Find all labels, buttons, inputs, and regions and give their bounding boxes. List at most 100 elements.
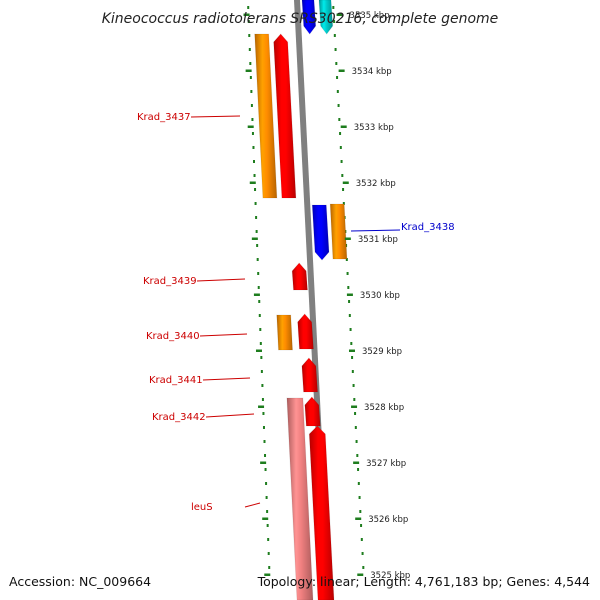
cds-arrow-krad3438[interactable] [311,204,330,261]
cds-arrow-top-reverse[interactable] [301,0,317,35]
tick-dot-left [259,328,262,331]
gene-label-krad3439[interactable]: Krad_3439 [143,276,197,287]
gene-label-leus[interactable]: leuS [191,502,213,513]
tick-dot-right [333,34,336,37]
tick-dot-left [248,34,251,37]
scale-tick-label: 3532 kbp [356,179,396,189]
major-tick-left [255,349,262,352]
major-tick-right [351,405,358,408]
tick-dot-left [266,510,269,513]
scale-tick-label: 3526 kbp [368,515,408,525]
tick-dot-right [361,552,364,555]
rna-block-leus[interactable] [286,397,314,600]
tick-dot-right [339,132,342,135]
major-tick-left [243,13,250,16]
tick-dot-left [249,62,252,65]
label-leader-line [190,115,241,118]
tick-dot-right [347,286,350,289]
tick-dot-right [335,62,338,65]
tick-dot-right [357,482,360,485]
tick-dot-right [339,146,342,149]
feature-labels: Krad_3437 Krad_3438 Krad_3439 Krad_3440 Krad… [137,112,455,513]
tick-dot-right [353,398,356,401]
label-leader-line [202,377,251,381]
major-tick-left [262,517,269,520]
cds-arrow-krad3441[interactable] [301,357,319,393]
gene-block-krad3440[interactable] [276,314,294,351]
tick-dot-right [348,314,351,317]
map-title: Kineococcus radiotolerans SRS30216, comp… [102,11,499,27]
tick-dot-left [254,202,257,205]
tick-dot-left [265,496,268,499]
cds-arrow-leus[interactable] [308,425,335,600]
tick-dot-left [266,524,269,527]
tick-dot-left [259,342,262,345]
tick-dot-right [360,538,363,541]
label-leader-line [244,502,261,508]
tick-dot-left [248,48,251,51]
tick-dot-left [249,76,252,79]
tick-dot-left [254,188,257,191]
tick-dot-left [255,216,258,219]
gene-block-krad3438[interactable] [329,203,348,260]
major-tick-left [251,237,258,240]
cds-arrow-krad3437[interactable] [273,33,297,199]
major-tick-right [348,349,355,352]
major-tick-right [357,573,364,576]
tick-dot-right [332,6,335,9]
gene-label-krad3441[interactable]: Krad_3441 [149,375,203,386]
major-tick-left [245,69,252,72]
accession-text: Accession: NC_009664 [9,574,151,589]
major-tick-left [247,125,254,128]
scale-ticks: 3535 kbp 3534 kbp 3533 kbp 3532 kbp 3531 kbp… [243,11,410,581]
tick-dot-left [260,370,263,373]
major-tick-right [340,125,347,128]
scale-tick-label: 3528 kbp [364,403,404,413]
gene-label-krad3442[interactable]: Krad_3442 [152,412,206,423]
tick-dot-right [342,188,345,191]
cds-arrow-krad3439[interactable] [291,262,309,291]
major-tick-right [342,181,349,184]
tick-dot-right [334,48,337,51]
gene-label-krad3440[interactable]: Krad_3440 [146,331,200,342]
tick-dot-left [257,286,260,289]
tick-dot-left [256,244,259,247]
major-tick-right [346,293,353,296]
tick-dot-right [351,370,354,373]
major-tick-right [338,69,345,72]
tick-dot-left [257,272,260,275]
tick-dot-right [355,440,358,443]
tick-dot-left [250,104,253,107]
tick-dot-left [261,398,264,401]
major-tick-left [264,573,271,576]
cds-arrow-krad3442[interactable] [304,396,321,427]
tick-dot-left [268,566,271,569]
gene-block-krad3437[interactable] [254,33,278,199]
tick-dot-left [258,300,261,303]
tick-dot-left [255,230,258,233]
tick-dot-right [345,258,348,261]
feature-top-reverse[interactable] [318,0,334,35]
major-tick-right [353,461,360,464]
gene-label-krad3437[interactable]: Krad_3437 [137,112,191,123]
genome-summary-text: Topology: linear; Length: 4,761,183 bp; … [257,574,590,589]
tick-dot-right [362,566,365,569]
cds-arrow-krad3440[interactable] [297,313,314,350]
label-leader-line [199,333,248,337]
tick-dot-right [358,496,361,499]
tick-dot-right [340,160,343,163]
tick-dot-left [253,174,256,177]
tick-dot-left [250,90,253,93]
tick-dot-right [360,524,363,527]
tick-dot-right [333,20,336,23]
tick-dot-right [349,328,352,331]
major-tick-right [344,237,351,240]
tick-dot-left [264,454,267,457]
tick-dot-left [252,146,255,149]
tick-dot-left [247,20,250,23]
tick-dot-left [263,440,266,443]
scale-tick-label: 3535 kbp [350,11,390,21]
scale-tick-label: 3529 kbp [362,347,402,357]
scale-tick-label: 3531 kbp [358,235,398,245]
gene-label-krad3438[interactable]: Krad_3438 [401,222,455,233]
